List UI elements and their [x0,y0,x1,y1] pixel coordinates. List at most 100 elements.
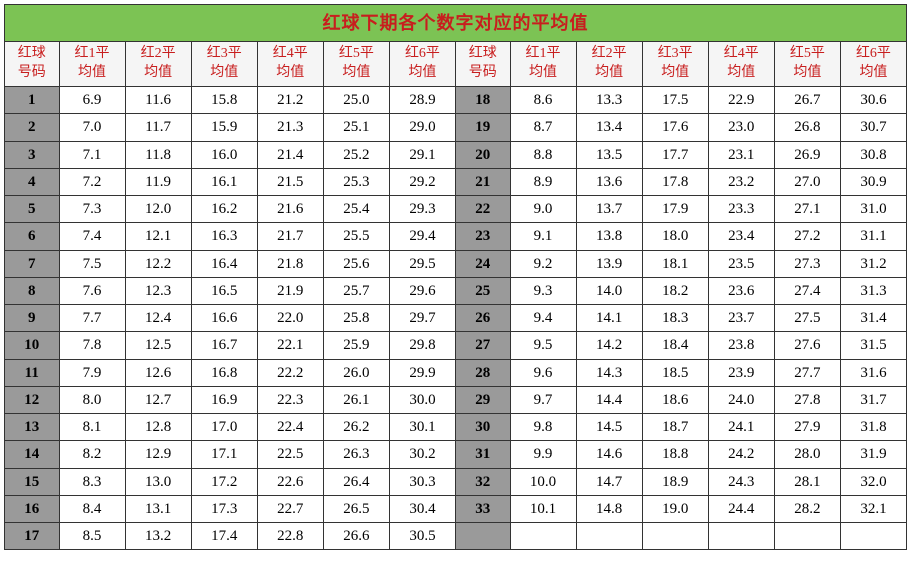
value-cell: 26.4 [323,468,389,495]
value-cell: 30.2 [389,441,455,468]
index-cell: 11 [5,359,60,386]
value-cell: 10.0 [510,468,576,495]
table-row: 128.012.716.922.326.130.0299.714.418.624… [5,386,907,413]
table-row: 97.712.416.622.025.829.7269.414.118.323.… [5,305,907,332]
table-row: 178.513.217.422.826.630.5 [5,523,907,550]
value-cell: 13.3 [576,87,642,114]
value-cell: 9.8 [510,414,576,441]
value-cell: 24.4 [708,495,774,522]
value-cell: 13.7 [576,196,642,223]
index-cell: 19 [455,114,510,141]
value-cell: 9.6 [510,359,576,386]
value-cell: 27.3 [774,250,840,277]
value-cell: 8.5 [59,523,125,550]
value-cell: 17.2 [191,468,257,495]
col-header-index: 红球号码 [455,42,510,87]
value-cell: 31.5 [840,332,906,359]
table-row: 138.112.817.022.426.230.1309.814.518.724… [5,414,907,441]
table-title: 红球下期各个数字对应的平均值 [5,5,907,42]
value-cell: 7.6 [59,277,125,304]
value-cell: 29.3 [389,196,455,223]
value-cell: 22.4 [257,414,323,441]
value-cell: 23.3 [708,196,774,223]
index-cell: 1 [5,87,60,114]
value-cell: 26.7 [774,87,840,114]
value-cell: 15.8 [191,87,257,114]
value-cell: 25.2 [323,141,389,168]
value-cell: 12.0 [125,196,191,223]
value-cell: 7.0 [59,114,125,141]
value-cell: 28.0 [774,441,840,468]
value-cell: 30.6 [840,87,906,114]
index-cell: 9 [5,305,60,332]
value-cell: 9.5 [510,332,576,359]
value-cell: 31.4 [840,305,906,332]
value-cell: 22.7 [257,495,323,522]
value-cell: 12.3 [125,277,191,304]
col-header-avg: 红6平均值 [389,42,455,87]
value-cell: 13.1 [125,495,191,522]
value-cell: 17.9 [642,196,708,223]
index-cell: 3 [5,141,60,168]
value-cell: 12.1 [125,223,191,250]
value-cell: 21.5 [257,168,323,195]
index-cell: 5 [5,196,60,223]
table-row: 37.111.816.021.425.229.1208.813.517.723.… [5,141,907,168]
value-cell: 25.0 [323,87,389,114]
col-header-avg: 红2平均值 [576,42,642,87]
value-cell: 26.8 [774,114,840,141]
value-cell: 17.8 [642,168,708,195]
value-cell: 21.7 [257,223,323,250]
value-cell: 9.4 [510,305,576,332]
value-cell: 14.8 [576,495,642,522]
value-cell: 18.6 [642,386,708,413]
table-row: 117.912.616.822.226.029.9289.614.318.523… [5,359,907,386]
value-cell: 16.3 [191,223,257,250]
value-cell: 22.1 [257,332,323,359]
index-cell: 17 [5,523,60,550]
avg-table: 红球下期各个数字对应的平均值 红球号码红1平均值红2平均值红3平均值红4平均值红… [4,4,907,550]
value-cell: 23.9 [708,359,774,386]
value-cell: 23.7 [708,305,774,332]
value-cell: 9.2 [510,250,576,277]
index-cell [455,523,510,550]
value-cell: 16.1 [191,168,257,195]
index-cell: 7 [5,250,60,277]
value-cell: 22.5 [257,441,323,468]
index-cell: 26 [455,305,510,332]
value-cell: 16.2 [191,196,257,223]
col-header-avg: 红1平均值 [59,42,125,87]
value-cell: 23.2 [708,168,774,195]
index-cell: 33 [455,495,510,522]
value-cell: 17.5 [642,87,708,114]
value-cell: 8.0 [59,386,125,413]
index-cell: 20 [455,141,510,168]
value-cell: 18.4 [642,332,708,359]
value-cell: 13.0 [125,468,191,495]
value-cell: 25.1 [323,114,389,141]
value-cell: 29.5 [389,250,455,277]
value-cell: 26.1 [323,386,389,413]
value-cell: 13.9 [576,250,642,277]
value-cell: 27.7 [774,359,840,386]
value-cell: 17.0 [191,414,257,441]
value-cell: 12.5 [125,332,191,359]
value-cell: 14.6 [576,441,642,468]
value-cell [708,523,774,550]
value-cell: 30.4 [389,495,455,522]
index-cell: 21 [455,168,510,195]
value-cell: 26.0 [323,359,389,386]
index-cell: 23 [455,223,510,250]
value-cell: 18.7 [642,414,708,441]
value-cell: 21.2 [257,87,323,114]
value-cell: 7.7 [59,305,125,332]
value-cell: 27.6 [774,332,840,359]
value-cell: 18.8 [642,441,708,468]
index-cell: 25 [455,277,510,304]
col-header-avg: 红3平均值 [642,42,708,87]
index-cell: 2 [5,114,60,141]
index-cell: 6 [5,223,60,250]
value-cell: 8.8 [510,141,576,168]
value-cell: 19.0 [642,495,708,522]
value-cell: 7.9 [59,359,125,386]
